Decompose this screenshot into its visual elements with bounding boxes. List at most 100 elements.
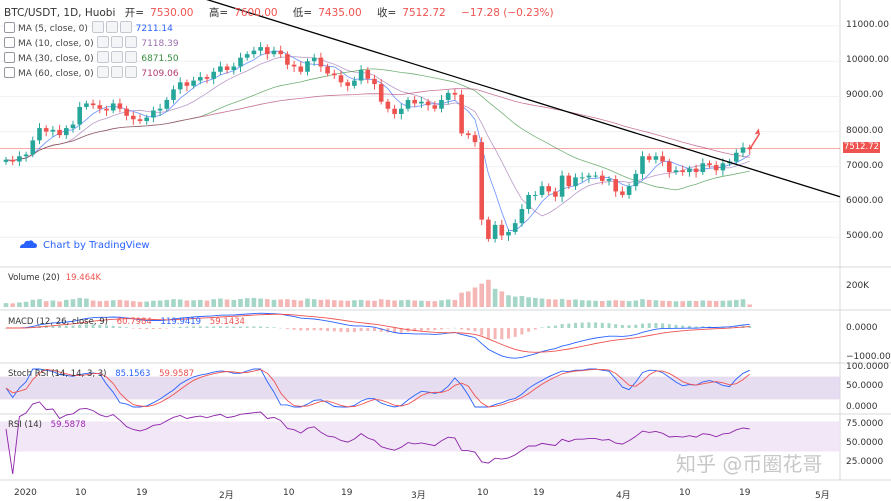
candle-body xyxy=(345,82,350,86)
macd-histogram-bar xyxy=(252,326,256,328)
visibility-icon[interactable] xyxy=(4,67,15,78)
volume-bar xyxy=(57,301,62,307)
candle-body xyxy=(472,135,478,143)
macd-histogram-bar xyxy=(265,326,269,328)
volume-bar xyxy=(378,299,384,307)
visibility-icon[interactable] xyxy=(4,52,15,63)
volume-bar xyxy=(445,299,451,307)
macd-tick: −1000.0000 xyxy=(846,352,891,362)
macd-histogram-bar xyxy=(520,328,524,335)
volume-bar xyxy=(533,297,538,307)
x-tick: 19 xyxy=(739,488,751,498)
symbol-name[interactable]: BTC/USDT, 1D, Huobi xyxy=(4,7,116,19)
candle-body xyxy=(526,194,531,210)
volume-bar xyxy=(573,299,578,307)
volume-bar xyxy=(30,299,36,307)
volume-bar xyxy=(224,299,230,307)
volume-bar xyxy=(70,299,76,307)
macd-histogram-bar xyxy=(346,328,350,333)
candle-body xyxy=(539,186,545,195)
volume-tick: 200K xyxy=(846,281,870,291)
candle-body xyxy=(499,224,505,236)
close-icon[interactable] xyxy=(119,21,132,33)
price-tick: 10000.00 xyxy=(846,55,889,65)
x-tick: 5月 xyxy=(815,491,830,501)
macd-label[interactable]: MACD (12, 26, close, 9) 60.7984 119.9419… xyxy=(8,317,245,327)
tradingview-attribution[interactable]: Chart by TradingView xyxy=(18,238,150,251)
volume-bar xyxy=(579,300,585,307)
close-icon[interactable] xyxy=(125,51,138,63)
close-icon[interactable] xyxy=(125,36,138,48)
candle xyxy=(539,181,545,198)
volume-bar xyxy=(117,299,123,307)
candle xyxy=(646,153,652,163)
settings-icon[interactable] xyxy=(111,66,124,78)
volume-bar xyxy=(90,300,96,307)
rsi-label[interactable]: RSI (14) 59.5878 xyxy=(8,420,86,430)
x-tick: 10 xyxy=(283,488,295,498)
volume-label[interactable]: Volume (20) 19.464K xyxy=(8,273,102,283)
candle xyxy=(77,102,82,131)
candle-body xyxy=(338,75,344,83)
rsi-tick: 50.0000 xyxy=(846,438,884,448)
visibility-icon[interactable] xyxy=(4,37,15,48)
settings-icon[interactable] xyxy=(111,51,124,63)
eye-icon[interactable] xyxy=(97,36,110,48)
candle-body xyxy=(713,165,719,171)
candle-body xyxy=(740,147,746,153)
volume-bar xyxy=(653,300,659,307)
macd-histogram-bar xyxy=(419,328,423,331)
eye-icon[interactable] xyxy=(97,51,110,63)
macd-histogram-bar xyxy=(647,323,651,328)
macd-histogram-bar xyxy=(272,327,276,328)
candle xyxy=(110,99,116,114)
settings-icon[interactable] xyxy=(111,36,124,48)
ma10-legend[interactable]: MA (10, close, 0) 7118.39 xyxy=(4,36,179,50)
candle xyxy=(285,51,290,70)
volume-bar xyxy=(459,292,464,307)
volume-bar xyxy=(640,299,645,307)
candle xyxy=(97,100,103,114)
volume-bar xyxy=(620,300,625,307)
volume-bar xyxy=(157,300,163,307)
candle-body xyxy=(586,175,592,178)
candle xyxy=(720,158,726,176)
volume-bar xyxy=(546,299,551,307)
candle-body xyxy=(600,175,605,181)
candle xyxy=(151,106,156,123)
candle-body xyxy=(425,101,431,106)
volume-bar xyxy=(600,301,605,307)
macd-histogram-bar xyxy=(145,328,149,330)
candle-body xyxy=(251,50,257,55)
macd-histogram-bar xyxy=(433,328,437,331)
candle-body xyxy=(265,47,270,55)
candle xyxy=(265,44,270,60)
last-price-tag: 7512.72 xyxy=(843,142,880,153)
settings-icon[interactable] xyxy=(105,21,118,33)
x-tick: 10 xyxy=(477,488,489,498)
volume-bar xyxy=(318,299,324,307)
ma5-legend[interactable]: MA (5, close, 0) 7211.14 xyxy=(4,21,173,35)
candle xyxy=(311,53,317,66)
x-tick: 10 xyxy=(679,488,691,498)
eye-icon[interactable] xyxy=(97,66,110,78)
visibility-icon[interactable] xyxy=(4,22,15,33)
candle xyxy=(399,103,404,120)
close-icon[interactable] xyxy=(125,66,138,78)
candle xyxy=(372,74,377,90)
candle-body xyxy=(57,129,62,136)
stoch-rsi-label[interactable]: Stoch RSI (14, 14, 3, 3) 85.1563 59.9587 xyxy=(8,369,195,379)
ma60-legend[interactable]: MA (60, close, 0) 7109.06 xyxy=(4,66,179,80)
macd-histogram-bar xyxy=(172,327,175,329)
candle-body xyxy=(553,191,558,197)
candle xyxy=(164,97,170,112)
candle xyxy=(707,160,712,169)
candle xyxy=(620,186,625,198)
macd-histogram-bar xyxy=(198,326,202,328)
eye-icon[interactable] xyxy=(91,21,104,33)
volume-bar xyxy=(512,296,518,307)
candle-body xyxy=(198,77,203,81)
ma30-legend[interactable]: MA (30, close, 0) 6871.50 xyxy=(4,51,179,65)
candle-body xyxy=(77,106,82,125)
